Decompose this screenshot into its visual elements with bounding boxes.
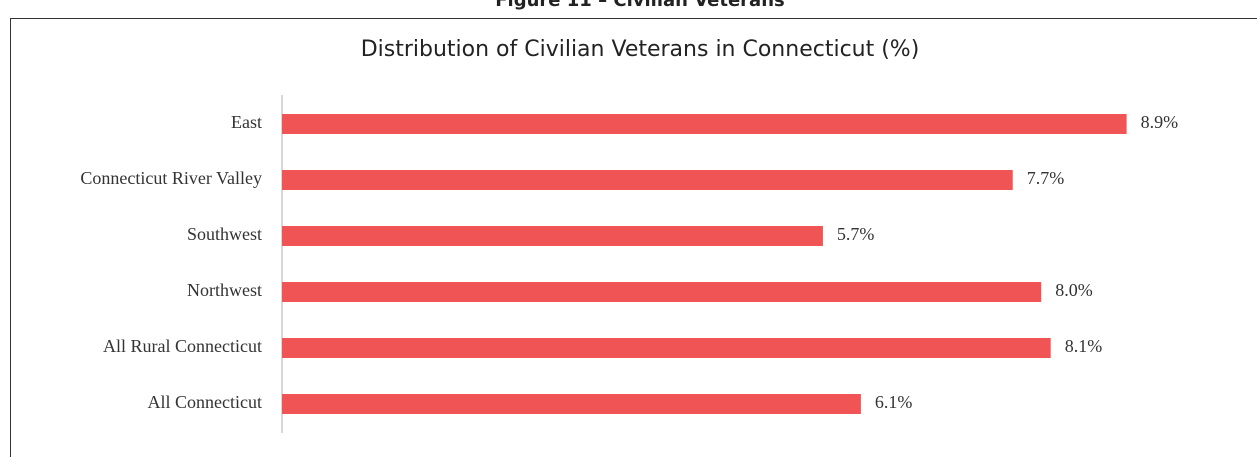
category-label: Northwest <box>187 280 262 300</box>
chart-title: Distribution of Civilian Veterans in Con… <box>361 37 920 62</box>
category-label: East <box>231 112 262 132</box>
chart-frame <box>10 18 1257 457</box>
figure-label: Figure 11 – Civilian Veterans <box>495 0 784 11</box>
bar <box>282 114 1127 134</box>
bar <box>282 170 1013 190</box>
category-label: All Rural Connecticut <box>103 336 262 356</box>
value-label: 8.0% <box>1055 280 1093 300</box>
category-label: Southwest <box>187 224 262 244</box>
bar <box>282 282 1042 302</box>
value-label: 6.1% <box>875 392 913 412</box>
value-label: 7.7% <box>1027 168 1065 188</box>
category-label: All Connecticut <box>148 392 262 412</box>
bar <box>282 338 1051 358</box>
value-label: 8.1% <box>1065 336 1103 356</box>
category-label: Connecticut River Valley <box>80 168 262 188</box>
bar <box>282 394 861 414</box>
value-label: 8.9% <box>1141 112 1179 132</box>
value-label: 5.7% <box>837 224 875 244</box>
bar <box>282 226 823 246</box>
